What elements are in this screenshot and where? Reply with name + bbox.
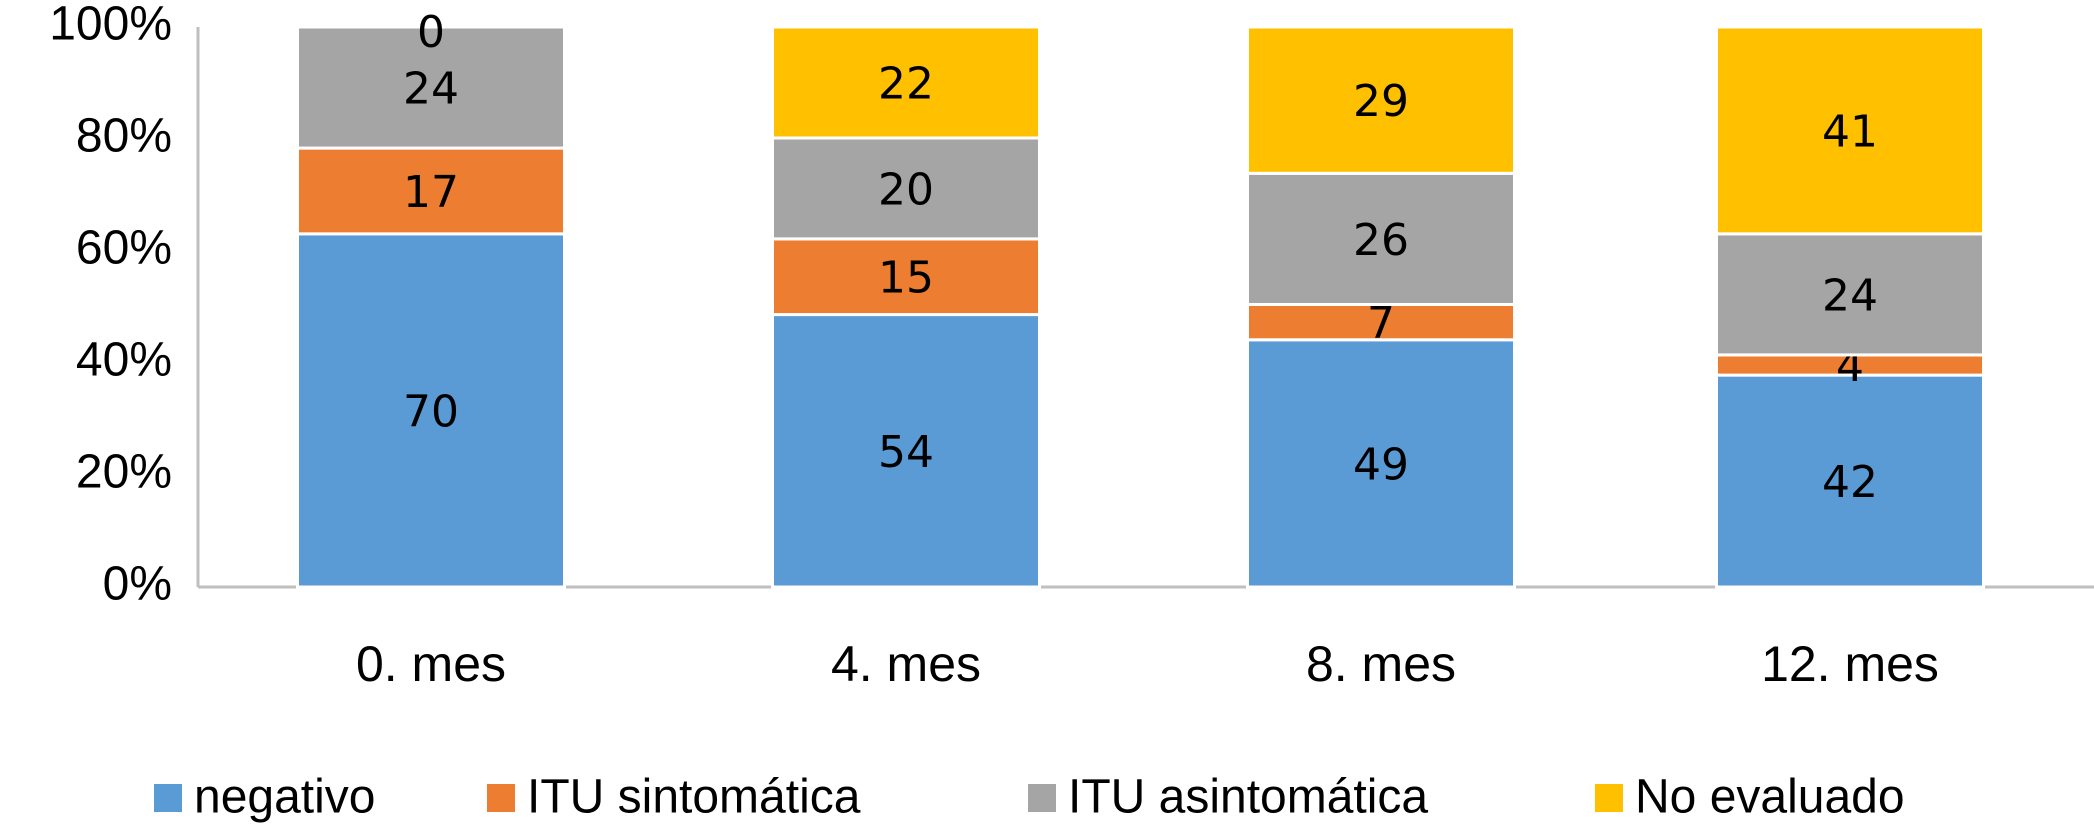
y-tick-label: 80% xyxy=(76,110,172,163)
data-label: 7 xyxy=(1367,298,1395,349)
bar-segment xyxy=(296,232,566,589)
x-tick-label: 12. mes xyxy=(1761,636,1939,692)
data-label: 70 xyxy=(403,386,459,437)
bar-segment xyxy=(1246,171,1516,306)
y-tick-label: 40% xyxy=(76,334,172,387)
data-label: 15 xyxy=(878,253,934,304)
data-label: 22 xyxy=(878,58,934,109)
bar-segment xyxy=(1715,232,1985,357)
legend-marker xyxy=(1595,784,1623,812)
bar-segment xyxy=(771,136,1041,241)
data-label: 41 xyxy=(1822,106,1878,157)
legend-label: No evaluado xyxy=(1635,771,1905,824)
legend-marker xyxy=(154,784,182,812)
data-label: 24 xyxy=(403,64,459,115)
legend-label: ITU asintomática xyxy=(1068,771,1428,824)
x-tick-label: 4. mes xyxy=(831,636,981,692)
data-label: 54 xyxy=(878,427,934,478)
y-tick-label: 0% xyxy=(103,558,172,611)
legend-label: ITU sintomática xyxy=(527,771,861,824)
legend-marker xyxy=(487,784,515,812)
data-label: 20 xyxy=(878,164,934,215)
y-tick-label: 100% xyxy=(49,0,172,51)
bar-segment xyxy=(1715,25,1985,236)
bar-segment xyxy=(771,25,1041,140)
bar-segment xyxy=(1715,373,1985,589)
data-label: 0 xyxy=(417,7,445,58)
bar-segment xyxy=(296,25,566,150)
bar-segment xyxy=(1246,338,1516,589)
y-tick-label: 60% xyxy=(76,222,172,275)
data-label: 17 xyxy=(403,167,459,218)
bar-segment xyxy=(1246,25,1516,175)
y-tick-label: 20% xyxy=(76,446,172,499)
data-label: 42 xyxy=(1822,457,1878,508)
x-tick-label: 0. mes xyxy=(356,636,506,692)
legend-label: negativo xyxy=(194,771,375,824)
bar-segment xyxy=(771,313,1041,589)
bar-segment xyxy=(1246,302,1516,342)
data-label: 49 xyxy=(1353,439,1409,490)
legend-marker xyxy=(1028,784,1056,812)
data-label: 26 xyxy=(1353,215,1409,266)
data-label: 29 xyxy=(1353,76,1409,127)
x-tick-label: 8. mes xyxy=(1306,636,1456,692)
data-label: 24 xyxy=(1822,270,1878,321)
